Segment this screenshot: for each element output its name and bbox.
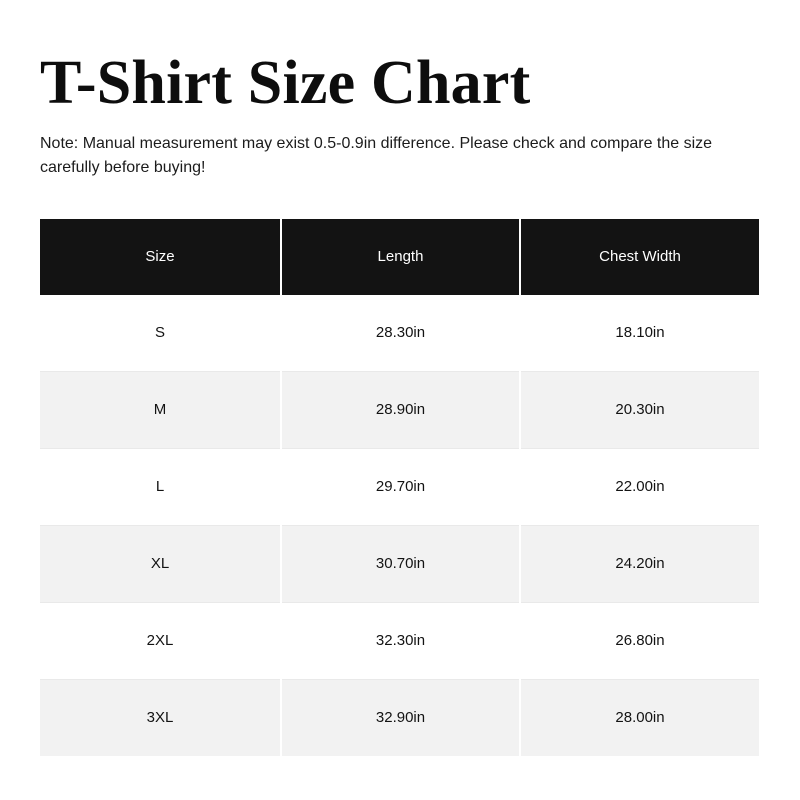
table-row: M 28.90in 20.30in (40, 371, 759, 449)
column-header-size: Size (40, 218, 282, 295)
cell-size: XL (40, 525, 282, 603)
cell-length: 28.90in (281, 371, 521, 449)
cell-chest-width: 26.80in (520, 602, 759, 680)
size-chart-table: Size Length Chest Width S 28.30in 18.10i… (40, 218, 759, 756)
table-row: 3XL 32.90in 28.00in (40, 679, 759, 756)
cell-length: 32.30in (281, 602, 521, 680)
table-header: Size Length Chest Width (40, 218, 759, 295)
column-header-length: Length (281, 218, 521, 295)
cell-chest-width: 28.00in (520, 679, 759, 756)
measurement-note: Note: Manual measurement may exist 0.5-0… (40, 135, 713, 177)
table-body: S 28.30in 18.10in M 28.90in 20.30in L 29… (40, 294, 759, 756)
cell-length: 30.70in (281, 525, 521, 603)
table-row: L 29.70in 22.00in (40, 448, 759, 526)
cell-size: L (40, 448, 282, 526)
cell-chest-width: 18.10in (520, 294, 759, 372)
cell-chest-width: 20.30in (520, 371, 759, 449)
table-header-row: Size Length Chest Width (40, 218, 759, 295)
column-header-chest-width: Chest Width (520, 218, 759, 295)
cell-length: 28.30in (281, 294, 521, 372)
cell-length: 32.90in (281, 679, 521, 756)
cell-size: S (40, 294, 282, 372)
table-row: XL 30.70in 24.20in (40, 525, 759, 603)
cell-length: 29.70in (281, 448, 521, 526)
table-row: S 28.30in 18.10in (40, 294, 759, 372)
cell-size: M (40, 371, 282, 449)
cell-chest-width: 22.00in (520, 448, 759, 526)
cell-size: 3XL (40, 679, 282, 756)
cell-chest-width: 24.20in (520, 525, 759, 603)
table-row: 2XL 32.30in 26.80in (40, 602, 759, 680)
page-title: T-Shirt Size Chart (40, 49, 531, 117)
cell-size: 2XL (40, 602, 282, 680)
